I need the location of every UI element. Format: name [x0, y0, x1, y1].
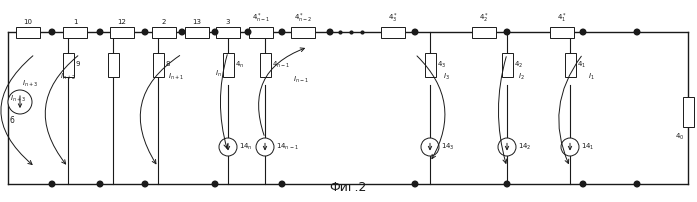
Text: 13: 13	[192, 19, 201, 25]
Text: $I_{n+3}$: $I_{n+3}$	[22, 79, 38, 89]
Circle shape	[580, 181, 585, 187]
Text: $4^*_{n-2}$: $4^*_{n-2}$	[294, 12, 312, 25]
Bar	[216, 26, 240, 38]
Text: 8: 8	[165, 61, 169, 67]
Text: $4^*_3$: $4^*_3$	[388, 12, 398, 25]
Circle shape	[412, 29, 418, 35]
Bar	[249, 26, 273, 38]
Text: $4^*_1$: $4^*_1$	[557, 12, 567, 25]
Text: $14_n$: $14_n$	[239, 142, 253, 152]
Text: $14_{n-1}$: $14_{n-1}$	[276, 142, 299, 152]
Text: $I_{n-1}$: $I_{n-1}$	[293, 75, 309, 85]
Circle shape	[245, 29, 251, 35]
Text: $4^*_2$: $4^*_2$	[479, 12, 489, 25]
Circle shape	[634, 181, 640, 187]
Text: $I_{n+2}$: $I_{n+2}$	[60, 72, 76, 82]
Circle shape	[279, 181, 285, 187]
Bar	[63, 53, 73, 77]
Text: 12: 12	[118, 19, 126, 25]
Circle shape	[49, 181, 55, 187]
Bar	[16, 26, 40, 38]
Bar	[502, 53, 512, 77]
Circle shape	[256, 138, 274, 156]
Bar	[381, 26, 405, 38]
Circle shape	[219, 138, 237, 156]
Bar	[565, 53, 576, 77]
Circle shape	[212, 29, 217, 35]
Text: $4_0$: $4_0$	[675, 132, 684, 142]
Text: $14_3$: $14_3$	[441, 142, 454, 152]
Circle shape	[97, 29, 102, 35]
Text: $14_2$: $14_2$	[518, 142, 532, 152]
Bar	[291, 26, 315, 38]
Circle shape	[49, 29, 55, 35]
Circle shape	[97, 181, 102, 187]
Circle shape	[142, 181, 148, 187]
Text: 3: 3	[226, 19, 230, 25]
Circle shape	[504, 29, 510, 35]
Circle shape	[580, 29, 585, 35]
Text: $4^*_{n-1}$: $4^*_{n-1}$	[252, 12, 270, 25]
Bar	[110, 26, 134, 38]
Circle shape	[498, 138, 516, 156]
Bar	[424, 53, 436, 77]
Text: $14_1$: $14_1$	[581, 142, 595, 152]
Text: $4_n$: $4_n$	[235, 59, 244, 70]
Text: $I_2$: $I_2$	[518, 72, 525, 82]
Text: 10: 10	[24, 19, 33, 25]
Circle shape	[142, 29, 148, 35]
Circle shape	[634, 29, 640, 35]
Bar	[107, 53, 118, 77]
Text: 2: 2	[162, 19, 166, 25]
Text: $4_{n-1}$: $4_{n-1}$	[272, 59, 290, 70]
Circle shape	[504, 181, 510, 187]
Text: $I_{n+3}$: $I_{n+3}$	[10, 94, 26, 104]
Circle shape	[179, 29, 185, 35]
Circle shape	[212, 181, 217, 187]
Circle shape	[327, 29, 332, 35]
Text: $I_1$: $I_1$	[588, 72, 595, 82]
Text: $I_n$: $I_n$	[215, 69, 222, 79]
Text: Фиг.2: Фиг.2	[329, 181, 367, 194]
Bar	[222, 53, 233, 77]
Bar	[682, 97, 694, 127]
Text: 1: 1	[72, 19, 77, 25]
Text: $I_{n+1}$: $I_{n+1}$	[168, 72, 184, 82]
Bar	[63, 26, 87, 38]
Text: 6: 6	[9, 116, 14, 125]
Text: 9: 9	[75, 61, 79, 67]
Text: $4_2$: $4_2$	[514, 59, 523, 70]
Bar	[550, 26, 574, 38]
Text: $4_1$: $4_1$	[577, 59, 586, 70]
Bar	[152, 26, 176, 38]
Text: $4_3$: $4_3$	[437, 59, 446, 70]
Circle shape	[412, 181, 418, 187]
Bar	[259, 53, 270, 77]
Bar	[472, 26, 496, 38]
Bar	[185, 26, 209, 38]
Circle shape	[279, 29, 285, 35]
Circle shape	[421, 138, 439, 156]
Circle shape	[8, 90, 32, 114]
Bar	[153, 53, 164, 77]
Circle shape	[561, 138, 579, 156]
Text: $I_3$: $I_3$	[443, 72, 450, 82]
